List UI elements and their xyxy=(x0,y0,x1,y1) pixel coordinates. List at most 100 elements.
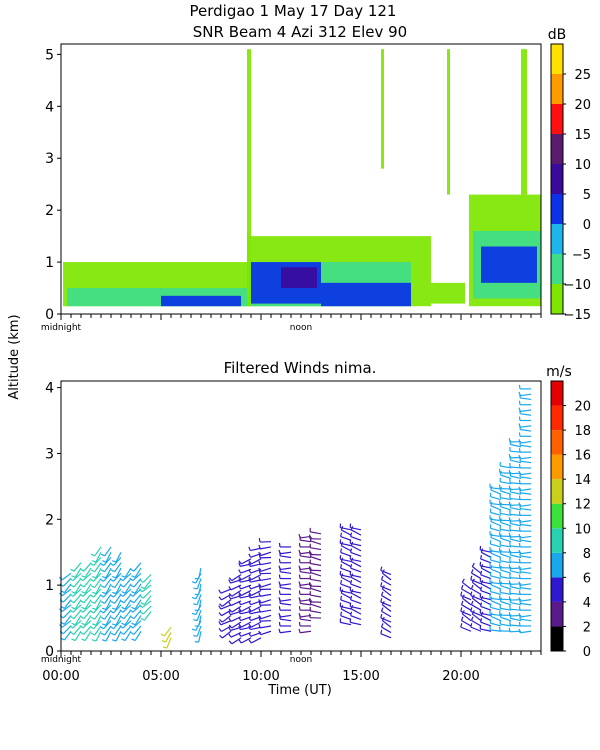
wind-barb xyxy=(105,599,112,610)
wind-barb-flag xyxy=(129,609,134,613)
wind-barb xyxy=(63,615,72,625)
wind-barb xyxy=(122,572,132,582)
wind-colorbar-band-8 xyxy=(551,430,563,455)
wind-barb-flag xyxy=(102,560,107,563)
wind-barb xyxy=(381,588,392,597)
wind-barb-flag xyxy=(298,542,301,548)
wind-barb xyxy=(500,490,512,495)
wind-barb xyxy=(251,637,262,644)
wind-barb-flag xyxy=(380,575,384,580)
wind-barb xyxy=(520,618,532,622)
wind-barb xyxy=(104,546,112,557)
wind-barb xyxy=(520,460,532,464)
wind-barb xyxy=(142,574,152,583)
wind-barb xyxy=(133,593,142,604)
wind-barb-flag xyxy=(130,600,135,604)
wind-barb-flag xyxy=(460,616,464,621)
wind-barb xyxy=(470,610,482,616)
wind-barb-flag xyxy=(470,575,473,580)
wind-barb xyxy=(500,607,512,611)
wind-barb-flag xyxy=(100,585,105,589)
time-tick-labels: 00:00 05:00 10:00 15:00 20:00 xyxy=(42,669,479,684)
wind-barb xyxy=(460,594,472,601)
wind-column-15 xyxy=(258,538,272,636)
wind-barb xyxy=(114,562,122,573)
wind-barb xyxy=(300,535,312,539)
wind-barb xyxy=(500,512,512,516)
wind-column-10 xyxy=(191,567,202,643)
wind-barb xyxy=(113,620,122,630)
wind-colorbar-band-1 xyxy=(551,601,563,627)
wind-barb xyxy=(114,578,122,588)
wind-barb-flag xyxy=(109,594,114,598)
wind-barb-flag xyxy=(80,615,85,620)
wind-barb-flag xyxy=(380,566,383,571)
wind-colorbar-band-6 xyxy=(551,479,563,504)
wind-barb xyxy=(310,547,322,551)
wind-barb-flag xyxy=(278,606,281,611)
wind-barb-flag xyxy=(92,607,97,611)
wind-column-19 xyxy=(339,523,352,626)
wind-barb-flag xyxy=(69,593,74,597)
wind-column-17 xyxy=(298,533,312,634)
wind-barb-flag xyxy=(278,549,281,554)
wind-barb-flag xyxy=(380,623,384,628)
wind-barb-flag xyxy=(71,575,76,578)
wind-barb xyxy=(340,558,352,563)
wind-barb xyxy=(520,583,532,586)
wind-barb xyxy=(520,440,532,444)
wind-barb-flag xyxy=(508,469,511,474)
wind-barb-flag xyxy=(470,607,473,612)
wind-barb xyxy=(350,590,362,594)
snr-ytick-label-3: 3 xyxy=(45,151,54,167)
wind-barb xyxy=(280,551,292,555)
wind-barb xyxy=(500,474,512,480)
snr-ytick-label-0: 0 xyxy=(45,307,54,323)
wind-barb-flag xyxy=(238,576,242,581)
snr-y-axis: 0 1 2 3 4 5 xyxy=(45,47,61,323)
wind-barb-flag xyxy=(278,581,281,586)
wind-colorbar-unit: m/s xyxy=(546,364,572,380)
wind-barb xyxy=(520,476,532,480)
snr-colorbar-label-7: −10 xyxy=(564,278,591,293)
wind-barb xyxy=(95,583,102,594)
wind-barb xyxy=(509,545,522,548)
wind-barb xyxy=(520,504,532,507)
wind-barb xyxy=(124,567,132,578)
wind-barb-flag xyxy=(89,562,94,567)
wind-column-9 xyxy=(160,626,172,649)
wind-colorbar-label-7: 6 xyxy=(583,571,591,586)
wind-barb-flag xyxy=(238,623,242,628)
wind-barb xyxy=(490,629,502,632)
wind-barb xyxy=(231,621,242,629)
wind-barb xyxy=(500,528,512,532)
wind-barb-flag xyxy=(99,610,104,614)
wind-barb-flag xyxy=(460,584,464,590)
wind-barb-flag xyxy=(140,617,145,621)
wind-barb xyxy=(509,624,522,627)
wind-barb xyxy=(381,610,392,618)
wind-barb-flag xyxy=(218,596,222,601)
wind-barb-flag xyxy=(130,615,135,620)
wind-barb-flag xyxy=(102,623,107,626)
wind-barb-flag xyxy=(228,586,232,591)
wind-barb-flag xyxy=(90,585,95,589)
wind-barb-flag xyxy=(248,569,252,574)
wind-barb xyxy=(509,466,522,469)
wind-barb xyxy=(310,610,322,614)
wind-barb-flag xyxy=(248,607,252,612)
wind-barb-flag xyxy=(480,602,483,607)
wind-barb-flag xyxy=(340,611,343,616)
wind-barb-flag xyxy=(380,598,383,603)
snr-colorbar-label-3: 10 xyxy=(574,158,591,173)
wind-barb-flag xyxy=(298,606,301,611)
wind-barb xyxy=(251,605,262,612)
wind-barb xyxy=(300,567,312,571)
snr-region-6 xyxy=(321,282,411,307)
snr-region-8 xyxy=(431,282,465,304)
wind-barb-flag xyxy=(470,623,473,628)
snr-colorbar-label-1: 20 xyxy=(574,98,591,113)
wind-barb-flag xyxy=(112,575,117,579)
wind-barb-flag xyxy=(380,629,383,634)
wind-barb xyxy=(220,588,232,594)
